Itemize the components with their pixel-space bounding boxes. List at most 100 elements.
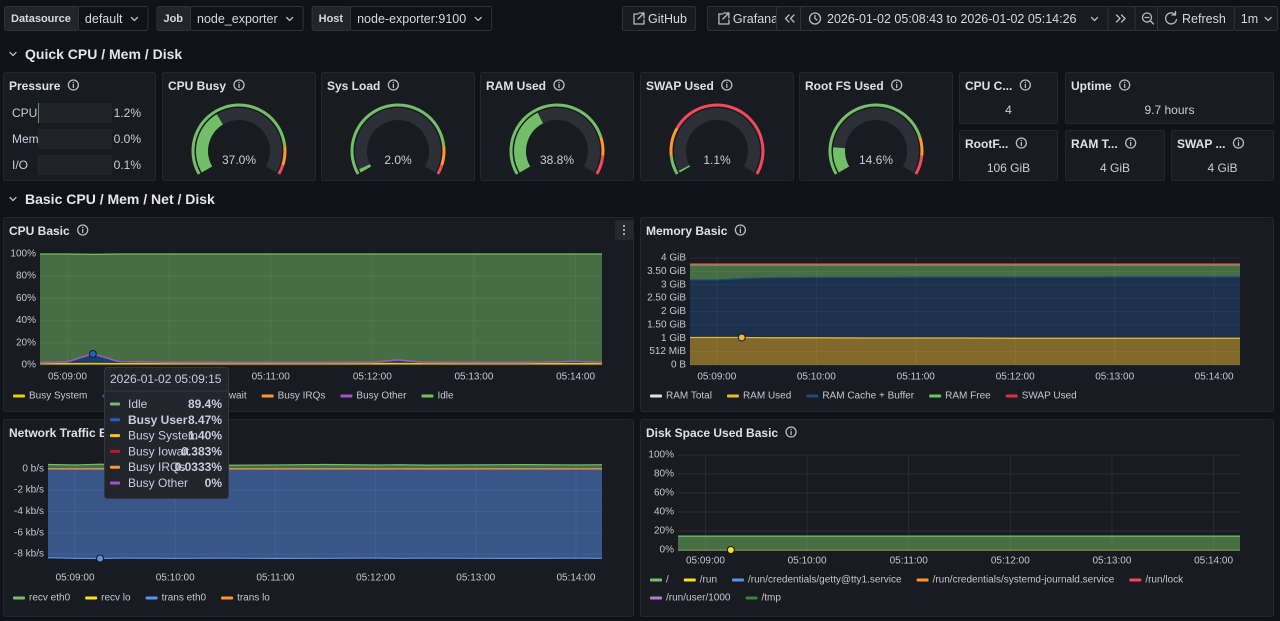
legend-label[interactable]: Busy System [29,391,87,402]
gauge-value-arc [365,167,366,170]
y-tick-label: 2.50 GiB [647,293,686,304]
area-fill [678,536,1240,550]
panel-title: CPU C... [965,79,1012,93]
legend-label[interactable]: SWAP Used [1022,391,1077,402]
series-line [48,558,602,559]
legend-label[interactable]: RAM Cache + Buffer [822,391,914,402]
refresh-label: Refresh [1182,12,1226,26]
legend-label[interactable]: recv eth0 [29,593,71,604]
time-shift-forward[interactable] [1108,7,1135,31]
variable-value: node_exporter [197,12,278,26]
x-tick-label: 05:13:00 [1092,556,1131,567]
x-tick-label: 05:10:00 [156,573,195,584]
legend-swatch [684,579,696,582]
legend-label[interactable]: /run/credentials/getty@tty1.service [748,575,902,586]
legend-swatch [340,395,352,398]
y-tick-label: 40% [16,315,36,326]
legend-label[interactable]: RAM Free [945,391,991,402]
variable-value: default [85,12,123,26]
variable-value: node-exporter:9100 [357,12,466,26]
y-tick-label: -6 kb/s [14,527,44,538]
panel-title: Disk Space Used Basic [646,426,778,440]
x-tick-label: 05:11:00 [897,372,936,383]
gauge-value: 14.6% [859,153,893,167]
legend-label[interactable]: /run/credentials/systemd-journald.servic… [933,575,1115,586]
legend-label[interactable]: Busy Other [356,391,407,402]
x-tick-label: 05:13:00 [454,372,493,383]
pressure-bar-track [38,129,112,149]
legend-label[interactable]: RAM Used [743,391,791,402]
row-title[interactable]: Quick CPU / Mem / Disk [25,46,182,62]
legend-label[interactable]: recv lo [101,593,131,604]
pressure-label: I/O [12,158,28,172]
legend-swatch [650,597,662,600]
legend-swatch [221,597,233,600]
legend-label[interactable]: /run/user/1000 [666,593,731,604]
tooltip-swatch [110,403,120,406]
x-tick-label: 05:12:00 [356,573,395,584]
gauge-value: 1.1% [703,153,731,167]
x-tick-label: 05:09:00 [686,556,725,567]
stat-value: 106 GiB [987,161,1030,175]
x-tick-label: 05:12:00 [996,372,1035,383]
legend-label[interactable]: trans lo [237,593,270,604]
time-shift-back[interactable] [777,7,801,31]
row-title[interactable]: Basic CPU / Mem / Net / Disk [25,191,215,207]
y-tick-label: 3 GiB [661,279,686,290]
tooltip-swatch [110,434,120,437]
tooltip-swatch [110,418,120,421]
y-tick-label: 100% [648,450,674,461]
legend-swatch [1006,395,1018,398]
stat-value: 4 [1005,103,1012,117]
x-tick-label: 05:13:00 [1095,372,1134,383]
legend-label[interactable]: RAM Total [666,391,712,402]
y-tick-label: 40% [654,507,674,518]
panel-title: Root FS Used [805,79,884,93]
y-tick-label: 100% [10,249,36,260]
tooltip-value: 1.40% [188,429,222,443]
legend-swatch [262,395,274,398]
x-tick-label: 05:11:00 [890,556,929,567]
tooltip-series: Idle [128,397,148,411]
y-tick-label: 0 B [671,360,686,371]
y-tick-label: 3.50 GiB [647,266,686,277]
legend-label[interactable]: trans eth0 [162,593,207,604]
panel-title: RAM Used [486,79,546,93]
panel-title: SWAP Used [646,79,714,93]
refresh-interval-value: 1m [1241,12,1258,26]
stat-value: 4 GiB [1100,161,1130,175]
tooltip-series: Busy Other [128,476,188,490]
area-fill [40,254,602,362]
y-tick-label: 1 GiB [661,333,686,344]
legend-label[interactable]: Idle [437,391,454,402]
legend-swatch [13,395,25,398]
gauge-value-arc [839,148,844,170]
panel [641,420,1274,617]
legend-swatch [85,597,97,600]
y-tick-label: 0% [22,360,37,371]
y-tick-label: 0% [660,545,675,556]
tooltip-swatch [110,450,120,453]
gauge-value-arc [684,168,685,169]
legend-label[interactable]: Busy IRQs [278,391,326,402]
tooltip-value: 0.383% [181,444,222,458]
legend-label[interactable]: /run [700,575,717,586]
legend-swatch [146,597,158,600]
x-tick-label: 05:09:00 [48,372,87,383]
legend-label[interactable]: /tmp [762,593,782,604]
gauge-value: 2.0% [384,153,412,167]
variable-label: Host [319,13,344,25]
legend-swatch [421,395,433,398]
menu-dot [623,225,625,227]
panel-title: Memory Basic [646,224,728,238]
x-tick-label: 05:10:00 [797,372,836,383]
legend-label[interactable]: / [666,575,669,586]
y-tick-label: 80% [654,469,674,480]
x-tick-label: 05:14:00 [556,372,595,383]
y-tick-label: 512 MiB [649,346,686,357]
legend-label[interactable]: /run/lock [1145,575,1184,586]
tooltip-swatch [110,466,120,469]
hover-point [727,547,734,554]
menu-dot [623,229,625,231]
